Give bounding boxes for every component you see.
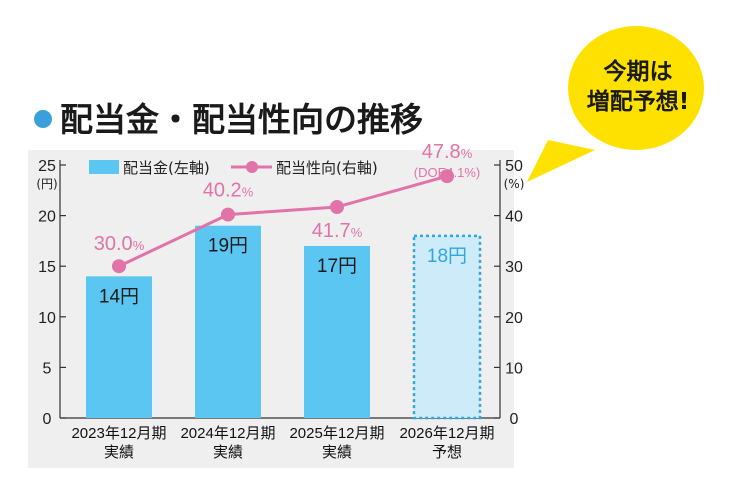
bar-value-label: 17円 — [317, 256, 357, 277]
legend-line-label: 配当性向(右軸) — [276, 159, 378, 177]
category-sublabel: 実績 — [322, 444, 352, 461]
bar-value-label: 19円 — [208, 236, 248, 257]
category-label: 2023年12月期 — [71, 425, 166, 442]
bubble-line-1: 今期は — [604, 58, 673, 85]
category-sublabel: 実績 — [213, 444, 243, 461]
line-value-label: 40.2% — [203, 180, 254, 202]
bar — [86, 276, 152, 418]
bubble-line-2: 増配予想! — [587, 88, 690, 115]
bar-forecast — [412, 234, 482, 420]
left-axis-unit: (円) — [36, 177, 57, 191]
right-tick-label: 20 — [505, 310, 523, 327]
line-value-label: 47.8% — [422, 141, 473, 163]
category-sublabel: 実績 — [104, 444, 134, 461]
category-label: 2024年12月期 — [180, 425, 275, 442]
payout-ratio-line — [118, 174, 448, 268]
category-sublabel: 予想 — [432, 444, 462, 461]
line-value-label: 30.0% — [94, 233, 145, 255]
legend-line-marker — [246, 161, 258, 173]
bar — [195, 225, 261, 418]
right-tick-label: 30 — [505, 259, 523, 276]
left-tick-label: 10 — [38, 310, 56, 327]
left-tick-label: 20 — [38, 209, 56, 226]
legend-bar-swatch — [89, 160, 119, 174]
bar-value-label: 18円 — [427, 246, 467, 267]
legend-bar-label: 配当金(左軸) — [123, 159, 210, 177]
category-label: 2026年12月期 — [399, 425, 494, 442]
payout-ratio-point — [330, 199, 344, 214]
payout-ratio-point — [112, 259, 126, 274]
left-tick-label: 15 — [38, 259, 56, 276]
right-tick-label: 0 — [510, 411, 519, 428]
payout-ratio-point — [221, 207, 235, 222]
bar-value-label: 14円 — [99, 286, 139, 307]
title-dot-icon — [34, 110, 52, 128]
chart-title: 配当金・配当性向の推移 — [60, 100, 423, 139]
left-tick-label: 0 — [43, 411, 52, 428]
bar — [304, 245, 370, 418]
right-axis-unit: (%) — [504, 177, 525, 191]
line-value-label: 41.7% — [312, 220, 363, 242]
left-tick-label: 25 — [38, 158, 56, 175]
right-tick-label: 10 — [505, 360, 523, 377]
right-tick-label: 50 — [505, 158, 523, 175]
doe-note-label: (DOE4.1%) — [414, 165, 480, 180]
payout-ratio-point — [440, 169, 454, 184]
legend: 配当金(左軸) 配当性向(右軸) — [89, 159, 378, 177]
speech-bubble: 今期は 増配予想! — [527, 26, 704, 182]
category-label: 2025年12月期 — [289, 425, 384, 442]
left-tick-label: 5 — [43, 360, 52, 377]
right-tick-label: 40 — [505, 209, 523, 226]
